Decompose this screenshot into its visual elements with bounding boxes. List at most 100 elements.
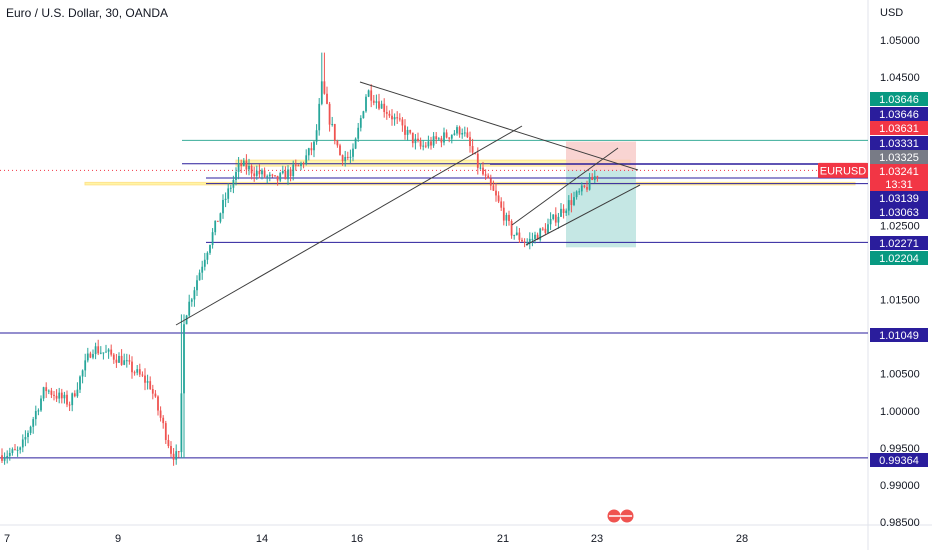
candle-body bbox=[534, 234, 536, 239]
x-tick-label: 21 bbox=[497, 533, 509, 545]
candle-body bbox=[313, 141, 315, 151]
candle-body bbox=[196, 280, 198, 291]
candle-body bbox=[81, 370, 84, 377]
price-axis-label: 1.03631 bbox=[870, 121, 928, 135]
price-axis-label-bg bbox=[870, 191, 928, 205]
candle-body bbox=[393, 117, 396, 120]
candle-body bbox=[469, 137, 471, 147]
y-tick-label: 0.98500 bbox=[880, 517, 920, 529]
price-axis-label: 1.03139 bbox=[870, 191, 928, 205]
candle-body bbox=[1, 455, 3, 461]
candle-body bbox=[318, 103, 321, 131]
channel-lower bbox=[525, 184, 641, 246]
candle-body bbox=[255, 170, 258, 176]
candle-body bbox=[115, 359, 118, 363]
candle-body bbox=[440, 138, 443, 143]
candle-body bbox=[357, 127, 360, 139]
candle-body bbox=[118, 355, 120, 363]
price-axis-label-bg bbox=[870, 92, 928, 106]
candle-body bbox=[424, 145, 427, 147]
candle-body bbox=[328, 103, 331, 125]
candle-body bbox=[224, 198, 227, 200]
candle-body bbox=[53, 394, 55, 396]
candle-body bbox=[578, 191, 581, 193]
candle-body bbox=[92, 354, 94, 358]
price-axis-label-text: 1.03139 bbox=[879, 193, 919, 205]
price-axis-label: 1.01049 bbox=[870, 328, 928, 342]
candle-body bbox=[214, 220, 217, 233]
candle-body bbox=[3, 457, 6, 461]
candle-body bbox=[216, 220, 219, 222]
candle-body bbox=[341, 155, 344, 162]
candle-body bbox=[27, 432, 29, 438]
candle-body bbox=[97, 346, 100, 354]
candle-body bbox=[383, 103, 386, 113]
candle-body bbox=[292, 164, 295, 177]
y-tick-label: 1.00500 bbox=[880, 369, 920, 381]
candle-body bbox=[414, 138, 417, 144]
candle-body bbox=[541, 228, 544, 230]
candle-body bbox=[206, 252, 209, 260]
candle-body bbox=[484, 174, 487, 176]
candle-body bbox=[385, 112, 388, 114]
candle-body bbox=[461, 133, 464, 135]
candle-body bbox=[266, 176, 269, 178]
candle-body bbox=[354, 138, 357, 149]
candle-body bbox=[37, 410, 40, 412]
symbol-tag: EURUSD bbox=[818, 162, 868, 178]
candle-body bbox=[79, 376, 81, 390]
symbol-tag-bg bbox=[818, 162, 868, 178]
price-axis-label-bg bbox=[870, 107, 928, 121]
candle-body bbox=[89, 353, 92, 358]
candle-body bbox=[562, 208, 565, 213]
candle-body bbox=[445, 132, 448, 138]
candle-body bbox=[193, 290, 196, 300]
price-axis-label-text: 1.03325 bbox=[879, 152, 919, 164]
candle-body bbox=[201, 266, 204, 273]
candle-body bbox=[575, 191, 578, 198]
trendline-up bbox=[175, 125, 523, 326]
candle-body bbox=[112, 354, 115, 360]
candle-body bbox=[144, 375, 146, 383]
candle-body bbox=[586, 186, 588, 190]
candle-body bbox=[162, 417, 165, 424]
candle-body bbox=[21, 439, 24, 448]
candle-body bbox=[310, 148, 313, 151]
candle-body bbox=[11, 449, 14, 453]
candle-body bbox=[518, 232, 521, 240]
candle-body bbox=[60, 392, 63, 399]
economic-event-icon bbox=[607, 509, 634, 523]
candle-body bbox=[417, 138, 419, 141]
candle-body bbox=[99, 352, 102, 354]
candle-body bbox=[175, 451, 178, 460]
candle-body bbox=[94, 346, 97, 355]
candle-body bbox=[458, 127, 461, 135]
y-tick-label: 0.99000 bbox=[880, 480, 920, 492]
price-axis-label: 1.03241 bbox=[870, 164, 928, 178]
candle-body bbox=[391, 115, 393, 120]
candle-body bbox=[560, 208, 562, 217]
candle-body bbox=[209, 245, 211, 253]
candle-body bbox=[536, 234, 539, 240]
candle-body bbox=[305, 155, 308, 164]
candle-body bbox=[24, 437, 27, 440]
candle-body bbox=[344, 156, 347, 162]
candle-body bbox=[222, 199, 224, 214]
candle-body bbox=[430, 141, 432, 146]
candle-body bbox=[128, 360, 131, 362]
candle-body bbox=[588, 176, 591, 190]
candle-body bbox=[365, 96, 367, 112]
candle-body bbox=[539, 228, 542, 240]
candle-body bbox=[232, 179, 235, 188]
y-tick-label: 1.04500 bbox=[880, 72, 920, 84]
channel-upper bbox=[511, 147, 619, 226]
candle-body bbox=[107, 349, 110, 352]
candle-body bbox=[151, 389, 154, 394]
candle-body bbox=[55, 395, 58, 399]
candle-body bbox=[71, 393, 74, 406]
candle-body bbox=[172, 453, 175, 460]
candle-body bbox=[544, 228, 547, 233]
price-axis-label: 1.03646 bbox=[870, 107, 928, 121]
